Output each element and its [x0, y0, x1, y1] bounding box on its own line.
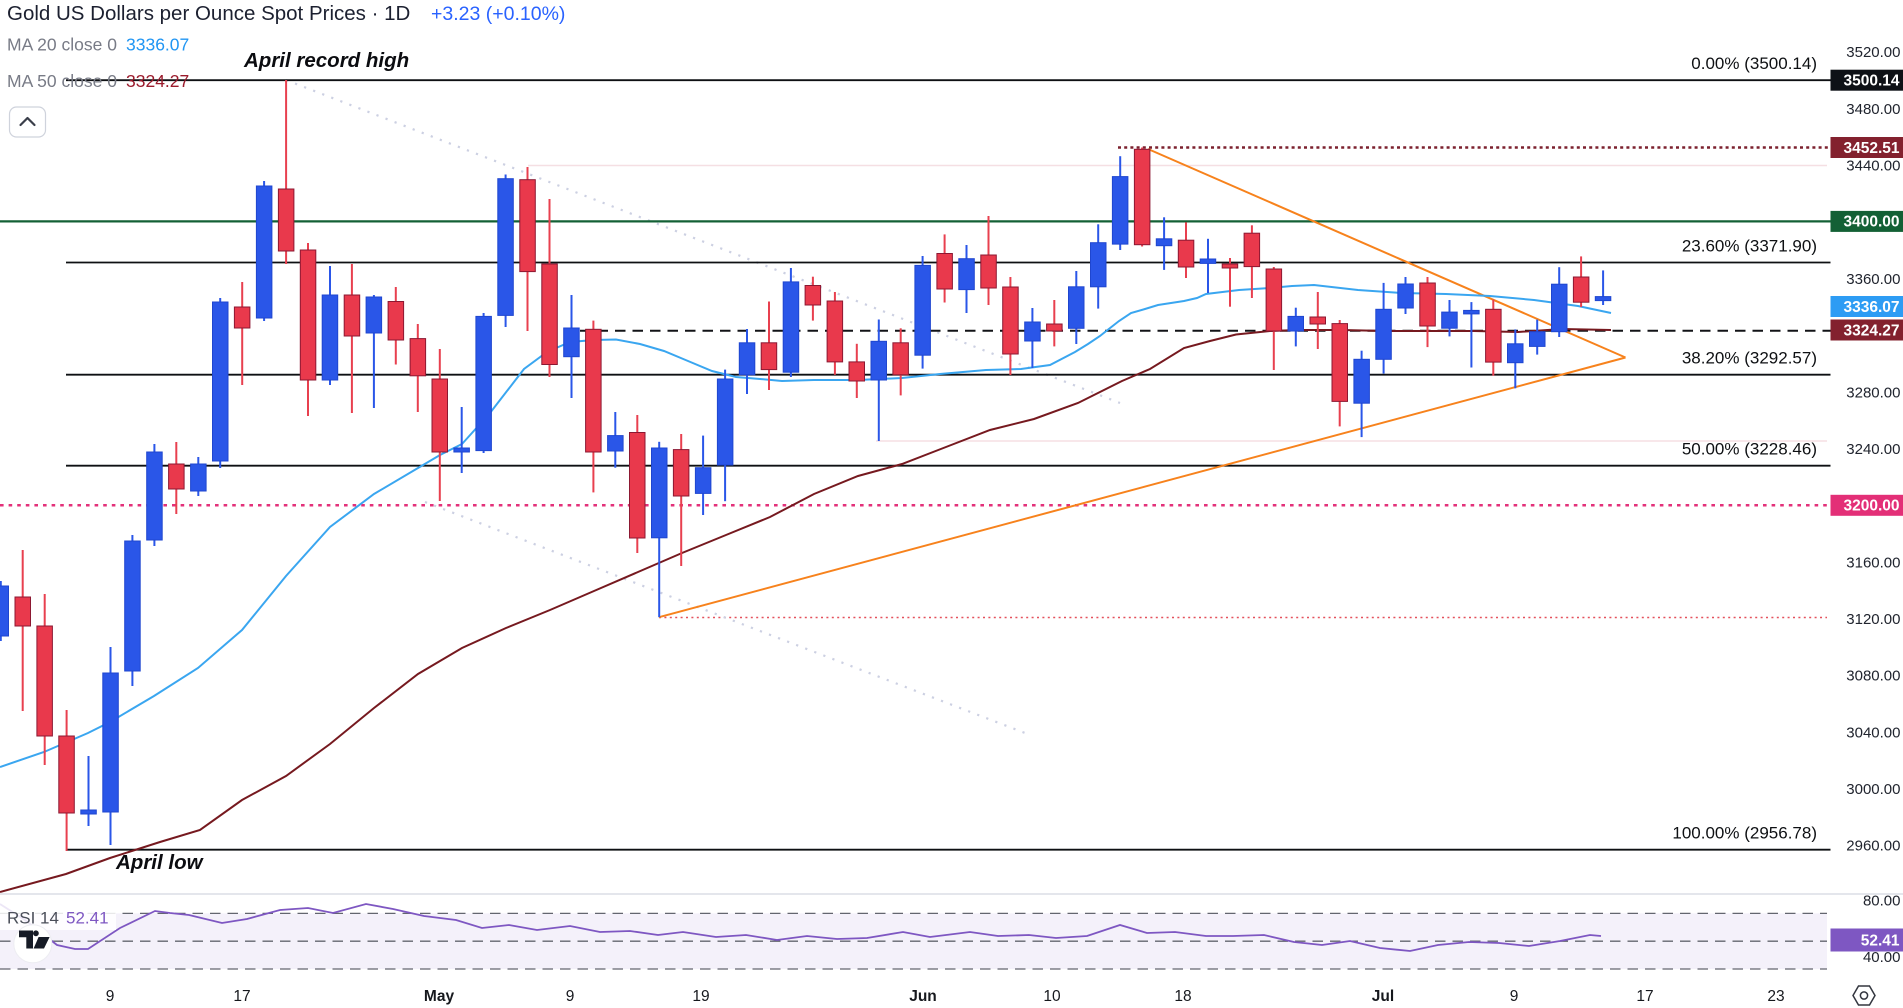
- svg-text:3360.00: 3360.00: [1846, 271, 1900, 288]
- svg-text:Jun: Jun: [909, 988, 937, 1005]
- svg-text:23: 23: [1767, 988, 1784, 1005]
- svg-text:3280.00: 3280.00: [1846, 384, 1900, 401]
- svg-text:3400.00: 3400.00: [1843, 214, 1899, 231]
- svg-text:MA 50 close 0: MA 50 close 0: [7, 71, 117, 91]
- svg-text:April low: April low: [115, 851, 205, 874]
- svg-text:Gold US Dollars per Ounce Spot: Gold US Dollars per Ounce Spot Prices · …: [7, 2, 410, 25]
- svg-text:3040.00: 3040.00: [1846, 724, 1900, 741]
- svg-text:19: 19: [692, 988, 709, 1005]
- svg-text:Jul: Jul: [1372, 988, 1394, 1005]
- svg-text:18: 18: [1174, 988, 1191, 1005]
- svg-text:RSI 14: RSI 14: [7, 909, 59, 928]
- svg-text:3452.51: 3452.51: [1843, 140, 1899, 157]
- svg-text:17: 17: [233, 988, 250, 1005]
- svg-text:10: 10: [1043, 988, 1061, 1005]
- svg-text:23.60% (3371.90): 23.60% (3371.90): [1682, 237, 1817, 256]
- svg-text:80.00: 80.00: [1863, 892, 1901, 909]
- svg-text:3000.00: 3000.00: [1846, 781, 1900, 798]
- svg-text:3440.00: 3440.00: [1846, 158, 1900, 175]
- svg-text:3240.00: 3240.00: [1846, 441, 1900, 458]
- svg-text:3480.00: 3480.00: [1846, 101, 1900, 118]
- svg-text:38.20% (3292.57): 38.20% (3292.57): [1682, 349, 1817, 368]
- svg-text:3120.00: 3120.00: [1846, 611, 1900, 628]
- svg-text:9: 9: [106, 988, 115, 1005]
- svg-text:April record high: April record high: [243, 49, 409, 72]
- svg-text:3080.00: 3080.00: [1846, 668, 1900, 685]
- svg-text:9: 9: [1510, 988, 1519, 1005]
- svg-text:52.41: 52.41: [1861, 932, 1900, 949]
- svg-text:52.41: 52.41: [66, 909, 109, 928]
- svg-text:MA 20 close 0: MA 20 close 0: [7, 35, 117, 55]
- svg-text:2960.00: 2960.00: [1846, 838, 1900, 855]
- svg-text:3520.00: 3520.00: [1846, 44, 1900, 61]
- svg-text:3160.00: 3160.00: [1846, 554, 1900, 571]
- svg-text:3336.07: 3336.07: [1843, 299, 1899, 316]
- svg-text:3324.27: 3324.27: [126, 71, 189, 91]
- svg-text:50.00% (3228.46): 50.00% (3228.46): [1682, 440, 1817, 459]
- svg-text:17: 17: [1636, 988, 1653, 1005]
- svg-text:9: 9: [566, 988, 575, 1005]
- svg-text:3336.07: 3336.07: [126, 35, 189, 55]
- svg-text:3200.00: 3200.00: [1843, 498, 1899, 515]
- svg-text:0.00% (3500.14): 0.00% (3500.14): [1691, 54, 1817, 73]
- svg-text:May: May: [424, 988, 455, 1005]
- svg-text:3500.14: 3500.14: [1843, 73, 1899, 90]
- svg-text:40.00: 40.00: [1863, 949, 1901, 966]
- svg-text:3324.27: 3324.27: [1843, 322, 1899, 339]
- svg-text:+3.23 (+0.10%): +3.23 (+0.10%): [431, 3, 565, 25]
- svg-text:100.00% (2956.78): 100.00% (2956.78): [1672, 824, 1817, 843]
